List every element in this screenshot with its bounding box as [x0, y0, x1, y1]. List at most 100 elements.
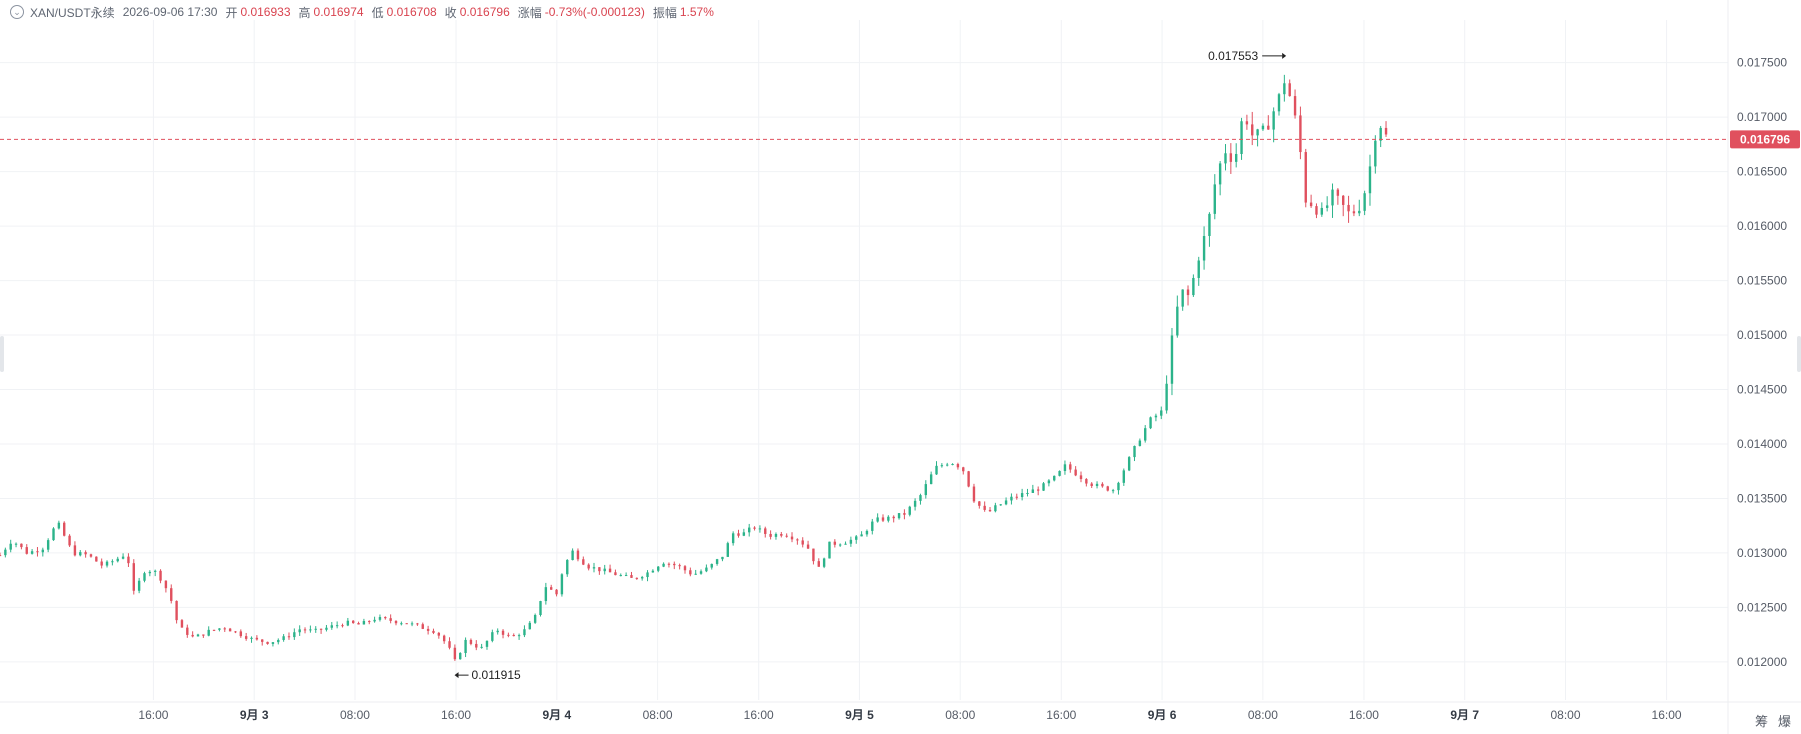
candle-body: [1074, 469, 1077, 476]
candle: [132, 559, 135, 595]
candle: [1010, 493, 1013, 505]
x-tick-label: 16:00: [1046, 708, 1076, 722]
candle: [1186, 285, 1190, 306]
candle-body: [592, 567, 596, 569]
candle: [442, 634, 446, 644]
candle: [849, 536, 853, 547]
candle: [576, 548, 580, 562]
candle: [100, 558, 103, 569]
candle-body: [1154, 415, 1158, 418]
candle: [1042, 482, 1045, 491]
candle: [946, 462, 949, 467]
candle: [1170, 328, 1174, 396]
candle-body: [667, 563, 671, 565]
candle: [769, 530, 772, 540]
candle-body: [517, 635, 521, 637]
candle: [935, 461, 938, 475]
candle: [255, 635, 259, 641]
candle: [764, 526, 767, 538]
candle: [1053, 475, 1056, 482]
candle: [635, 577, 639, 580]
price-axis[interactable]: 0.012000 0.012500 0.013000 0.013500 0.014000…: [1737, 56, 1787, 669]
candle-body: [170, 588, 173, 601]
candle: [1095, 481, 1099, 489]
candle: [368, 620, 371, 625]
candle: [261, 639, 264, 646]
candle: [1208, 212, 1211, 247]
candle-body: [1336, 189, 1340, 196]
candle: [293, 628, 296, 640]
candle-body: [41, 549, 45, 553]
candle-body: [1015, 496, 1018, 498]
candle: [871, 518, 874, 535]
candle-body: [459, 653, 462, 660]
candle-body: [705, 567, 708, 572]
candle-body: [1031, 489, 1035, 493]
left-resize-handle[interactable]: [0, 336, 4, 372]
candle-body: [491, 632, 494, 641]
liquidation-button[interactable]: 爆: [1777, 714, 1791, 729]
candle-body: [261, 639, 264, 642]
candle-body: [860, 534, 863, 537]
candle: [1229, 143, 1233, 174]
candle-body: [293, 632, 296, 638]
candle: [41, 547, 45, 557]
candle: [448, 637, 451, 650]
candle-body: [250, 637, 253, 639]
candle-body: [20, 543, 23, 548]
candle: [1138, 438, 1142, 447]
candle: [223, 627, 226, 632]
candle-body: [405, 623, 408, 625]
time-axis[interactable]: 16:00 9月 3 08:00 16:00 9月 4 08:00 16:00 9月 5 08:…: [138, 708, 1681, 722]
candle: [400, 621, 403, 626]
chip-distribution-button[interactable]: 筹: [1754, 714, 1768, 729]
candle-body: [988, 509, 992, 512]
candle: [0, 552, 2, 557]
candle: [95, 556, 98, 562]
candle-body: [790, 536, 794, 540]
candle: [598, 567, 601, 575]
candle: [357, 621, 360, 625]
candle-body: [57, 522, 61, 529]
candle: [137, 577, 141, 594]
candle: [887, 515, 890, 523]
candle: [1213, 174, 1216, 220]
candle: [694, 569, 697, 575]
y-tick-label: 0.016500: [1737, 165, 1787, 179]
candle: [1197, 256, 1200, 286]
candle-body: [1347, 204, 1350, 212]
candle: [844, 541, 847, 545]
right-resize-handle[interactable]: [1797, 336, 1801, 372]
candle-body: [159, 570, 162, 581]
candle: [785, 533, 788, 538]
candle: [897, 513, 901, 520]
candle: [608, 564, 612, 573]
candle-body: [929, 474, 933, 485]
candle-body: [389, 618, 392, 621]
candle: [560, 573, 564, 597]
chart-overlays: 0.016796 0.017553 0.011915: [0, 49, 1800, 682]
candle-body: [721, 556, 724, 560]
candle: [582, 556, 585, 566]
candle-body: [1331, 189, 1334, 206]
candle-body: [1197, 260, 1200, 278]
candle: [619, 573, 622, 577]
candle: [790, 532, 794, 543]
candle-body: [1363, 193, 1366, 211]
candle: [817, 558, 820, 567]
candle: [683, 565, 687, 574]
candle: [234, 631, 237, 634]
x-tick-label: 08:00: [1550, 708, 1580, 722]
candle: [63, 521, 66, 537]
candle: [68, 534, 71, 547]
candle-body: [1208, 213, 1211, 236]
candle: [148, 570, 152, 577]
candle: [164, 580, 168, 593]
candle-body: [335, 625, 339, 627]
collapse-toggle-icon[interactable]: ⌄: [10, 5, 24, 19]
candle-body: [742, 532, 746, 536]
candle: [533, 613, 537, 624]
open-label: 开: [225, 5, 238, 20]
